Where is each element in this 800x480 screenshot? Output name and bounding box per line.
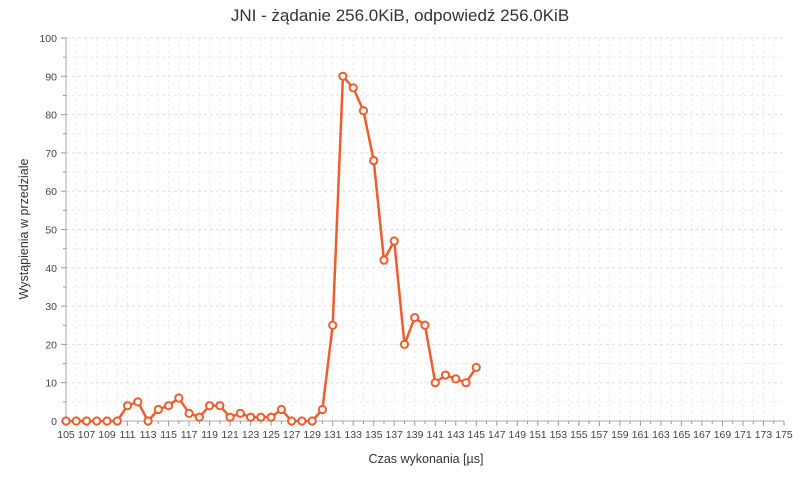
data-point [225,412,235,422]
tick-labels: 105 107 109 111 113 115 117 119 121 123 125 127 129 1… [39,33,792,441]
axes [61,37,785,426]
x-tick-label: 143 [447,429,465,441]
x-tick-label: 117 [181,429,198,441]
chart-title: JNI - żądanie 256.0KiB, odpowiedź 256.0K… [230,6,570,25]
series [61,71,481,426]
data-point [287,416,297,426]
x-tick-label: 121 [221,429,239,441]
grid [66,37,784,421]
x-tick-label: 155 [570,429,588,441]
data-point [61,416,71,426]
y-tick-label: 50 [45,225,57,237]
data-point [266,412,276,422]
x-tick-label: 109 [98,429,116,441]
x-tick-label: 139 [406,429,424,441]
x-tick-label: 105 [57,429,75,441]
data-point [471,362,481,372]
data-point [440,370,451,380]
data-point [133,397,143,407]
x-tick-label: 111 [120,429,136,441]
x-tick-label: 133 [344,429,362,441]
y-tick-label: 60 [45,186,57,198]
x-tick-label: 131 [324,429,342,441]
x-tick-label: 107 [78,429,96,441]
x-tick-label: 141 [426,429,444,441]
y-tick-label: 100 [39,33,57,45]
x-tick-label: 161 [632,429,650,441]
x-tick-label: 123 [242,429,260,441]
data-point [389,236,399,246]
data-point [81,416,92,426]
x-tick-label: 135 [365,429,383,441]
x-tick-label: 115 [160,429,177,441]
x-tick-label: 137 [385,429,403,441]
data-point [153,404,163,415]
data-point [461,378,471,388]
x-tick-label: 125 [262,429,280,441]
data-point [317,404,328,415]
y-tick-label: 40 [45,263,57,275]
y-tick-label: 90 [45,71,57,83]
x-tick-label: 153 [550,429,568,441]
y-tick-label: 30 [45,301,57,313]
data-point [215,401,225,411]
x-tick-label: 169 [714,429,732,441]
data-point [143,416,153,426]
data-point [102,416,112,426]
data-point [307,416,317,426]
x-tick-label: 157 [591,429,609,441]
data-point [328,320,338,330]
x-tick-label: 173 [755,429,773,441]
data-point [256,412,266,422]
y-tick-label: 80 [45,110,57,122]
x-tick-label: 167 [693,429,711,441]
x-tick-label: 113 [140,429,157,441]
y-tick-label: 10 [45,378,57,390]
data-point [451,374,461,384]
data-point [358,106,369,116]
data-point [369,155,379,166]
data-point [246,412,256,422]
data-point [399,339,410,349]
data-point [297,416,307,426]
y-axis-label: Wystąpienia w przedziale [17,158,31,299]
data-point [174,393,184,403]
data-point [410,312,420,323]
y-tick-label: 70 [45,148,57,160]
data-point [379,255,389,265]
data-point [71,416,81,426]
x-tick-label: 159 [611,429,629,441]
data-point [194,412,204,422]
y-tick-label: 0 [51,416,57,428]
data-point [338,71,348,81]
data-point [112,416,122,426]
x-tick-label: 145 [468,429,486,441]
x-axis-label: Czas wykonania [µs] [369,452,484,466]
data-point [92,416,102,426]
x-tick-label: 129 [303,429,321,441]
y-tick-label: 20 [45,339,57,351]
data-point [348,83,358,93]
data-point [205,401,215,411]
x-tick-label: 163 [652,429,670,441]
data-point [430,378,440,388]
x-tick-label: 151 [529,429,547,441]
x-tick-label: 127 [283,429,301,441]
x-tick-label: 119 [201,429,218,441]
x-tick-label: 147 [488,429,506,441]
data-point [163,401,174,411]
data-point [420,320,430,330]
data-point [122,401,133,411]
x-tick-label: 149 [509,429,527,441]
x-tick-label: 171 [734,429,752,441]
data-point [184,408,194,418]
data-point [235,408,245,418]
data-point [276,404,286,415]
x-tick-label: 175 [775,429,793,441]
x-tick-label: 165 [673,429,691,441]
